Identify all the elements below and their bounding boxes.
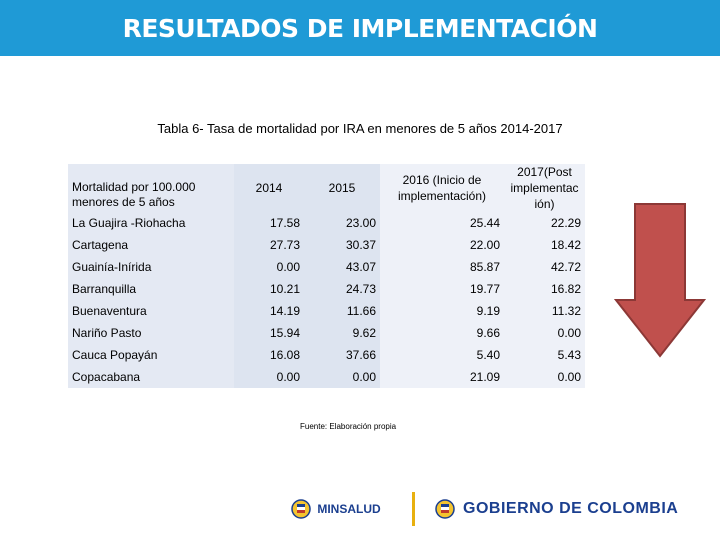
table-header-row: Mortalidad por 100.000 menores de 5 años…	[68, 164, 585, 212]
cell-2017: 42.72	[504, 256, 585, 278]
header-2014: 2014	[234, 164, 304, 212]
cell-2017: 11.32	[504, 300, 585, 322]
cell-2017: 22.29	[504, 212, 585, 234]
table-row: Guainía-Inírida 0.00 43.07 85.87 42.72	[68, 256, 585, 278]
cell-2014: 0.00	[234, 256, 304, 278]
cell-2014: 0.00	[234, 366, 304, 388]
cell-2015: 0.00	[304, 366, 380, 388]
row-label: Cartagena	[68, 234, 234, 256]
cell-2014: 10.21	[234, 278, 304, 300]
cell-2017: 18.42	[504, 234, 585, 256]
table-caption: Tabla 6- Tasa de mortalidad por IRA en m…	[157, 121, 563, 136]
cell-2017: 5.43	[504, 344, 585, 366]
row-label: Guainía-Inírida	[68, 256, 234, 278]
cell-2015: 9.62	[304, 322, 380, 344]
cell-2015: 23.00	[304, 212, 380, 234]
cell-2016: 9.19	[380, 300, 504, 322]
row-label: Nariño Pasto	[68, 322, 234, 344]
cell-2016: 21.09	[380, 366, 504, 388]
table-row: Cartagena 27.73 30.37 22.00 18.42	[68, 234, 585, 256]
mortality-table: Mortalidad por 100.000 menores de 5 años…	[68, 164, 585, 388]
cell-2015: 11.66	[304, 300, 380, 322]
header-label-line1: Mortalidad por 100.000	[72, 180, 196, 194]
row-label: Cauca Popayán	[68, 344, 234, 366]
source-note: Fuente: Elaboración propia	[300, 422, 397, 431]
minsalud-logo: MINSALUD	[272, 492, 400, 526]
down-arrow-icon	[614, 203, 706, 358]
cell-2014: 17.58	[234, 212, 304, 234]
cell-2017: 0.00	[504, 322, 585, 344]
cell-2015: 43.07	[304, 256, 380, 278]
header-label-line2: menores de 5 años	[72, 195, 175, 209]
table-row: Nariño Pasto 15.94 9.62 9.66 0.00	[68, 322, 585, 344]
cell-2016: 22.00	[380, 234, 504, 256]
gobierno-logo: GOBIERNO DE COLOMBIA	[412, 492, 708, 526]
row-label: La Guajira -Riohacha	[68, 212, 234, 234]
cell-2016: 25.44	[380, 212, 504, 234]
minsalud-text: MINSALUD	[317, 502, 381, 516]
cell-2017: 16.82	[504, 278, 585, 300]
cell-2016: 85.87	[380, 256, 504, 278]
title-bar: RESULTADOS DE IMPLEMENTACIÓN	[0, 0, 720, 56]
header-2016: 2016 (Inicio de implementación)	[380, 164, 504, 212]
cell-2015: 30.37	[304, 234, 380, 256]
table-row: Copacabana 0.00 0.00 21.09 0.00	[68, 366, 585, 388]
cell-2014: 16.08	[234, 344, 304, 366]
cell-2017: 0.00	[504, 366, 585, 388]
cell-2016: 5.40	[380, 344, 504, 366]
table-row: La Guajira -Riohacha 17.58 23.00 25.44 2…	[68, 212, 585, 234]
row-label: Copacabana	[68, 366, 234, 388]
colombia-seal-icon	[435, 499, 455, 519]
row-label: Barranquilla	[68, 278, 234, 300]
table-row: Barranquilla 10.21 24.73 19.77 16.82	[68, 278, 585, 300]
header-label: Mortalidad por 100.000 menores de 5 años	[68, 164, 234, 212]
cell-2014: 14.19	[234, 300, 304, 322]
cell-2014: 15.94	[234, 322, 304, 344]
page-title: RESULTADOS DE IMPLEMENTACIÓN	[122, 13, 598, 43]
header-2017: 2017(Post implementac ión)	[504, 164, 585, 212]
table-row: Buenaventura 14.19 11.66 9.19 11.32	[68, 300, 585, 322]
cell-2015: 37.66	[304, 344, 380, 366]
row-label: Buenaventura	[68, 300, 234, 322]
cell-2015: 24.73	[304, 278, 380, 300]
gobierno-text: GOBIERNO DE COLOMBIA	[463, 500, 679, 517]
header-2015: 2015	[304, 164, 380, 212]
colombia-seal-icon	[291, 499, 312, 519]
table-row: Cauca Popayán 16.08 37.66 5.40 5.43	[68, 344, 585, 366]
cell-2016: 9.66	[380, 322, 504, 344]
cell-2014: 27.73	[234, 234, 304, 256]
cell-2016: 19.77	[380, 278, 504, 300]
